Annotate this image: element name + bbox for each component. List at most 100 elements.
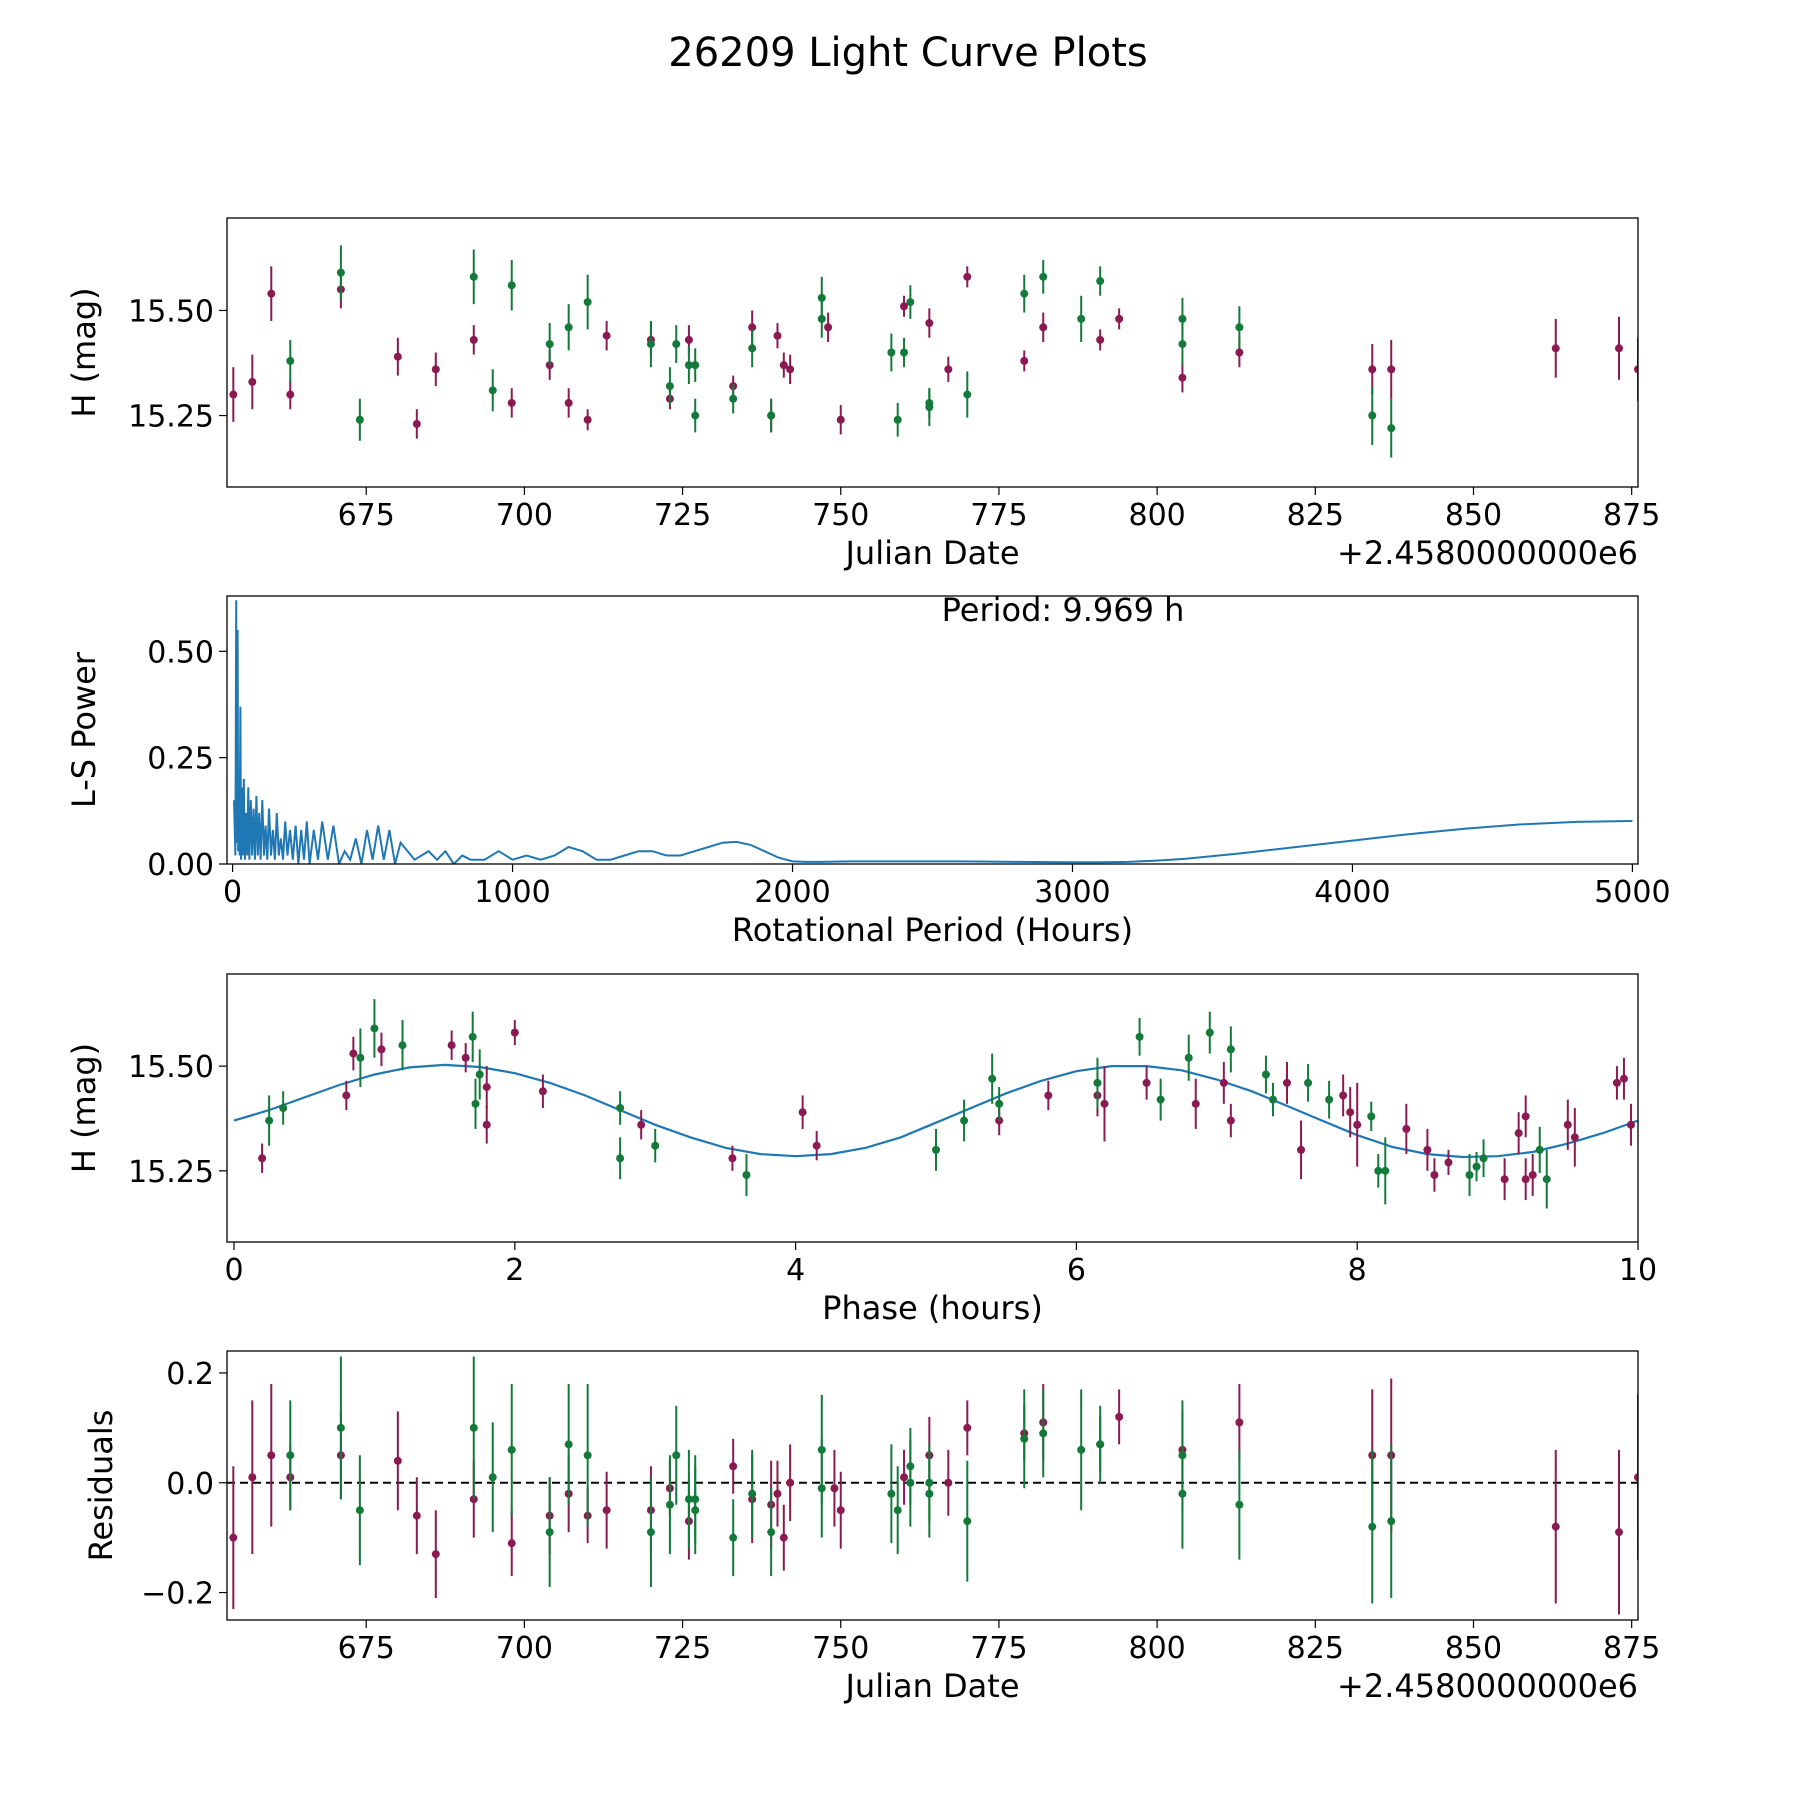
phased-xlabel: Phase (hours) [822,1289,1043,1327]
raw-point-r-32 [1115,314,1124,323]
periodogram-power-line [233,600,1633,864]
raw-xtick-label-1: 700 [496,498,553,533]
residuals-xtick-label-0: 675 [338,1631,395,1666]
phased-point-r-40 [1626,1120,1635,1129]
raw-xlabel: Julian Date [843,534,1019,572]
raw-point-r-31 [1096,335,1105,344]
phased-point-g-14 [988,1074,997,1083]
phased-point-r-27 [1402,1124,1411,1133]
residuals-point-g-7 [564,1440,573,1449]
phased-xtick-label-2: 4 [786,1253,805,1288]
phased-ylabel: H (mag) [65,1043,103,1173]
residuals-point-g-26 [963,1517,972,1526]
phased-point-g-20 [1205,1028,1214,1037]
raw-point-r-35 [1368,365,1377,374]
phased-point-r-34 [1521,1112,1530,1121]
phased-point-g-10 [651,1141,660,1150]
residuals-ylabel: Residuals [82,1410,120,1562]
phased-point-r-25 [1346,1108,1355,1117]
phased-point-g-1 [279,1104,288,1112]
residuals-point-g-30 [1096,1440,1105,1449]
phased-point-g-9 [616,1154,625,1163]
residuals-point-g-25 [925,1478,934,1487]
panel-residuals: 675 700 725 750 775 800 825 850 875 −0.2 0.0 0.2 Jul… [82,1350,1660,1705]
raw-point-g-17 [767,411,776,420]
residuals-point-r-37 [1551,1522,1560,1531]
phased-point-r-5 [461,1053,470,1062]
phased-point-r-36 [1563,1120,1572,1129]
raw-point-g-2 [355,415,364,424]
phased-point-r-3 [377,1045,386,1054]
phased-point-g-5 [468,1032,477,1041]
raw-point-r-27 [944,365,953,374]
raw-xtick-label-0: 675 [338,498,395,533]
raw-point-g-14 [691,361,700,370]
phased-point-g-4 [398,1041,407,1050]
residuals-point-g-21 [893,1506,902,1515]
residuals-point-g-4 [488,1473,497,1482]
raw-point-g-34 [1368,411,1377,420]
residuals-ytick-label-0: −0.2 [141,1577,214,1612]
residuals-point-g-3 [469,1423,478,1432]
phased-point-r-1 [342,1091,351,1100]
raw-point-r-23 [824,323,833,332]
residuals-point-r-0 [229,1533,238,1542]
phased-point-g-31 [1479,1154,1488,1163]
raw-point-r-29 [1020,356,1029,365]
raw-point-r-20 [773,331,782,340]
phased-xtick-label-0: 0 [224,1253,243,1288]
raw-point-r-22 [786,365,795,374]
raw-point-r-8 [469,335,478,344]
phased-point-r-10 [637,1120,646,1129]
phased-point-r-11 [728,1154,737,1163]
raw-point-r-36 [1387,365,1396,374]
residuals-xtick-label-2: 725 [654,1631,711,1666]
raw-point-g-35 [1387,424,1396,433]
panel-raw-light-curve: 675 700 725 750 775 800 825 850 875 15.25 15.50 Jul… [65,217,1660,572]
raw-point-g-20 [887,348,896,357]
residuals-ytick-label-2: 0.2 [166,1357,214,1392]
raw-point-r-11 [564,398,573,407]
phased-point-g-17 [1135,1032,1144,1041]
raw-point-g-5 [507,281,516,290]
raw-point-g-26 [963,390,972,399]
residuals-point-g-2 [355,1506,364,1515]
residuals-ytick-label-1: 0.0 [166,1467,214,1502]
raw-point-g-12 [684,361,693,370]
phased-point-r-30 [1444,1158,1453,1167]
phased-xtick-label-4: 8 [1348,1253,1367,1288]
periodogram-xtick-label-0: 0 [223,875,242,910]
residuals-point-r-6 [412,1511,421,1520]
raw-point-r-13 [602,331,611,340]
raw-xtick-label-7: 850 [1445,498,1502,533]
raw-point-g-15 [729,394,738,403]
phased-point-r-7 [482,1083,491,1092]
residuals-point-g-32 [1178,1489,1187,1498]
raw-point-g-28 [1039,272,1048,281]
raw-point-r-28 [963,272,972,281]
raw-point-g-16 [748,344,757,353]
panel-periodogram: 0 1000 2000 3000 4000 5000 0.00 0.25 0.50 Rotatio… [65,591,1671,949]
raw-point-g-7 [564,323,573,332]
periodogram-ytick-label-0: 0.00 [147,848,214,883]
residuals-point-g-23 [906,1478,915,1487]
phased-point-r-37 [1570,1133,1579,1142]
phased-point-g-2 [356,1053,365,1062]
raw-point-g-3 [469,272,478,281]
phased-point-r-18 [1142,1078,1151,1087]
phased-point-g-6 [471,1099,480,1108]
phased-point-g-33 [1542,1175,1551,1184]
residuals-xtick-label-4: 775 [970,1631,1027,1666]
phased-plot-area [233,999,1638,1209]
residuals-xtick-label-8: 875 [1603,1631,1660,1666]
phased-point-r-22 [1283,1078,1292,1087]
phased-point-r-9 [538,1087,547,1096]
phased-point-r-12 [798,1108,807,1117]
phased-point-r-19 [1191,1099,1200,1108]
phased-point-r-2 [349,1049,358,1058]
panel-phased-light-curve: 0 2 4 6 8 10 15.25 15.50 Phase (hours) H (mag) [65,973,1657,1327]
residuals-point-g-16 [748,1489,757,1498]
raw-point-g-31 [1178,314,1187,323]
phased-point-g-13 [960,1116,969,1125]
residuals-point-g-8 [583,1451,592,1460]
